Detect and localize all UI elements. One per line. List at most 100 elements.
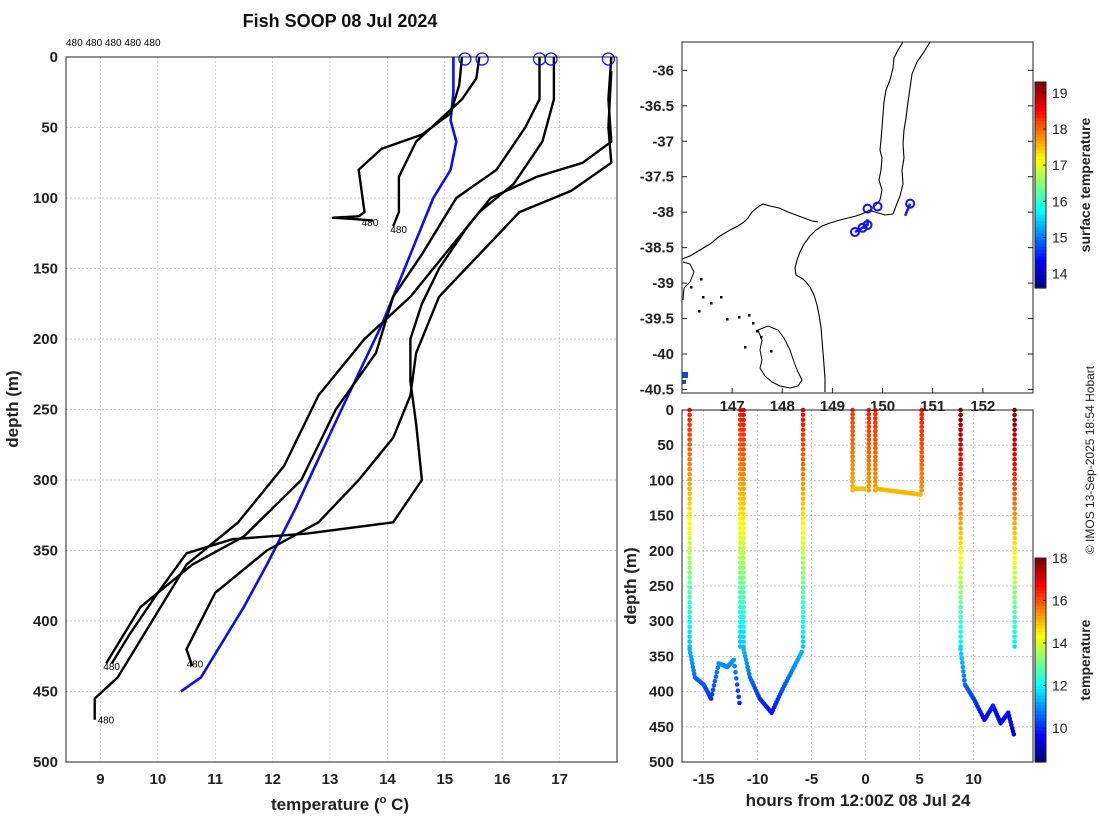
cast-sample xyxy=(850,416,855,421)
cast-sample xyxy=(959,655,964,661)
map-drop-locations xyxy=(849,198,916,238)
left-ytick-label: 100 xyxy=(33,190,58,207)
time-ticks: -15 -10 -5 0 5 100501001502002503003504004505… xyxy=(649,402,982,788)
colorbar-frame xyxy=(1034,557,1047,763)
profile-lines xyxy=(93,56,613,720)
colorbar-segment xyxy=(1035,682,1046,687)
cast-sample xyxy=(687,639,692,644)
surface-marker xyxy=(601,52,616,66)
colorbar-segment xyxy=(1035,717,1046,722)
colorbar-segment xyxy=(1035,136,1046,141)
cast-sample xyxy=(741,501,746,506)
cast-sample xyxy=(958,501,963,506)
cast-sample xyxy=(687,555,692,561)
cast-sample xyxy=(800,452,806,457)
colorbar-segment xyxy=(1035,621,1046,626)
cast-sample xyxy=(687,629,692,635)
cast-sample xyxy=(958,506,963,511)
cast-sample xyxy=(738,624,743,630)
cast-sample xyxy=(861,486,867,492)
cast-sample xyxy=(687,604,692,610)
colorbar-segment xyxy=(1035,746,1046,750)
cast-sample xyxy=(1012,629,1017,635)
cast-sample xyxy=(919,471,925,476)
cast-sample xyxy=(958,624,963,630)
cast-sample xyxy=(1012,570,1017,575)
cast-sample xyxy=(919,411,925,417)
colorbar-segment xyxy=(1035,230,1046,234)
cast-sample xyxy=(919,466,925,472)
cast-sample xyxy=(738,526,743,531)
cast-sample xyxy=(1012,580,1017,585)
cast-sample xyxy=(709,691,715,697)
cast-sample xyxy=(741,590,746,595)
cast-sample xyxy=(1012,526,1017,531)
time-grid xyxy=(682,409,1033,763)
cast-sample xyxy=(738,575,743,580)
island xyxy=(720,296,723,299)
cast-sample xyxy=(919,424,925,430)
cast-sample xyxy=(741,540,746,546)
cast-sample xyxy=(687,486,692,492)
cast-sample xyxy=(800,550,806,556)
profile-label: 480 xyxy=(98,716,115,727)
island xyxy=(756,330,759,333)
colorbar-segment xyxy=(1035,675,1046,680)
colorbar-segment xyxy=(1035,223,1046,228)
time-colorbar: 10 12 14 16 18 xyxy=(1034,550,1068,763)
cast-sample xyxy=(850,424,855,430)
cast-sample xyxy=(919,420,925,426)
cast-sample xyxy=(850,445,855,451)
time-ytick-label: 500 xyxy=(649,754,674,771)
colorbar-segment xyxy=(1035,146,1046,151)
colorbar-segment xyxy=(1035,733,1046,738)
colorbar-segment xyxy=(1035,194,1046,199)
cast-sample xyxy=(738,639,743,644)
top-profile-labels: 480 480 480 480 480 xyxy=(66,38,161,49)
cast-sample xyxy=(1012,624,1017,630)
island xyxy=(690,286,693,289)
colorbar-segment xyxy=(1035,233,1046,238)
cast-sample xyxy=(688,654,694,659)
cast-sample xyxy=(687,461,692,467)
cast-sample xyxy=(738,432,743,437)
cast-sample xyxy=(714,669,720,675)
cast-sample xyxy=(687,466,692,472)
colorbar-segment xyxy=(1035,644,1046,648)
island xyxy=(702,296,705,299)
cast-sample xyxy=(919,433,925,438)
coastline-east xyxy=(892,41,931,215)
cast-sample xyxy=(687,614,692,620)
colorbar-segment xyxy=(1035,640,1046,645)
time-xlabel: hours from 12:00Z 08 Jul 24 xyxy=(746,791,971,810)
cast-sample xyxy=(738,580,743,585)
colorbar-segment xyxy=(1035,624,1046,629)
coastline xyxy=(681,41,931,392)
cast-sample xyxy=(741,476,746,482)
colorbar-segment xyxy=(1035,647,1046,652)
cast-sample xyxy=(687,457,692,462)
colorbar-segment xyxy=(1035,589,1046,594)
time-colorbar-label: temperature xyxy=(1077,619,1093,700)
cast-sample xyxy=(738,491,743,497)
cast-sample xyxy=(958,491,963,497)
colorbar-segment xyxy=(1035,685,1046,690)
cast-sample xyxy=(958,575,963,580)
cast-sample xyxy=(741,604,746,610)
map-corner-marker-2 xyxy=(682,380,686,384)
cast-sample xyxy=(958,442,963,447)
cast-sample xyxy=(687,535,692,541)
cast-sample xyxy=(687,599,692,605)
cast-sample xyxy=(687,501,692,506)
colorbar-frame xyxy=(1034,81,1047,289)
cast-sample xyxy=(800,624,806,630)
cast-sample xyxy=(741,585,746,590)
cast-sample xyxy=(850,471,855,476)
cast-sample xyxy=(873,471,878,476)
cast-sample xyxy=(958,619,963,625)
time-ytick-label: 50 xyxy=(657,437,674,454)
time-xtick-label: 0 xyxy=(861,771,869,788)
cast-sample xyxy=(873,479,878,485)
cast-sample xyxy=(800,570,806,575)
cast-sample xyxy=(919,479,925,485)
